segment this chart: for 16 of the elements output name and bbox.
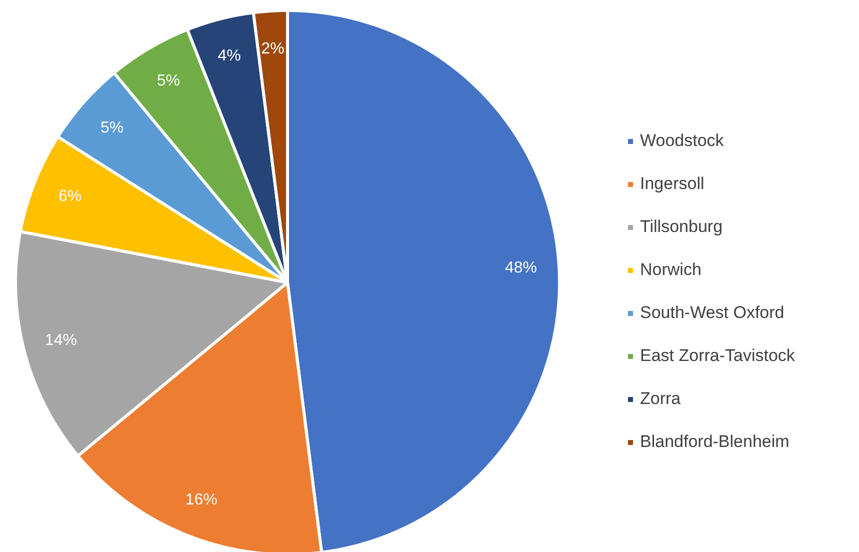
- data-label: 6%: [58, 188, 82, 205]
- legend-label: Ingersoll: [640, 174, 704, 194]
- legend-label: Norwich: [640, 260, 702, 280]
- data-label: 5%: [156, 72, 180, 90]
- data-label: 4%: [218, 47, 241, 64]
- legend-label: Tillsonburg: [640, 217, 723, 237]
- data-label: 16%: [185, 491, 218, 508]
- legend-label: Blandford-Blenheim: [640, 432, 790, 452]
- legend-label: Woodstock: [640, 131, 724, 151]
- data-label: 14%: [44, 332, 77, 350]
- legend-label: South-West Oxford: [640, 303, 784, 323]
- legend-label: Zorra: [640, 389, 681, 409]
- data-label: 2%: [261, 40, 284, 58]
- data-label: 48%: [504, 259, 537, 276]
- legend-label: East Zorra-Tavistock: [640, 346, 795, 366]
- data-label: 5%: [100, 119, 124, 136]
